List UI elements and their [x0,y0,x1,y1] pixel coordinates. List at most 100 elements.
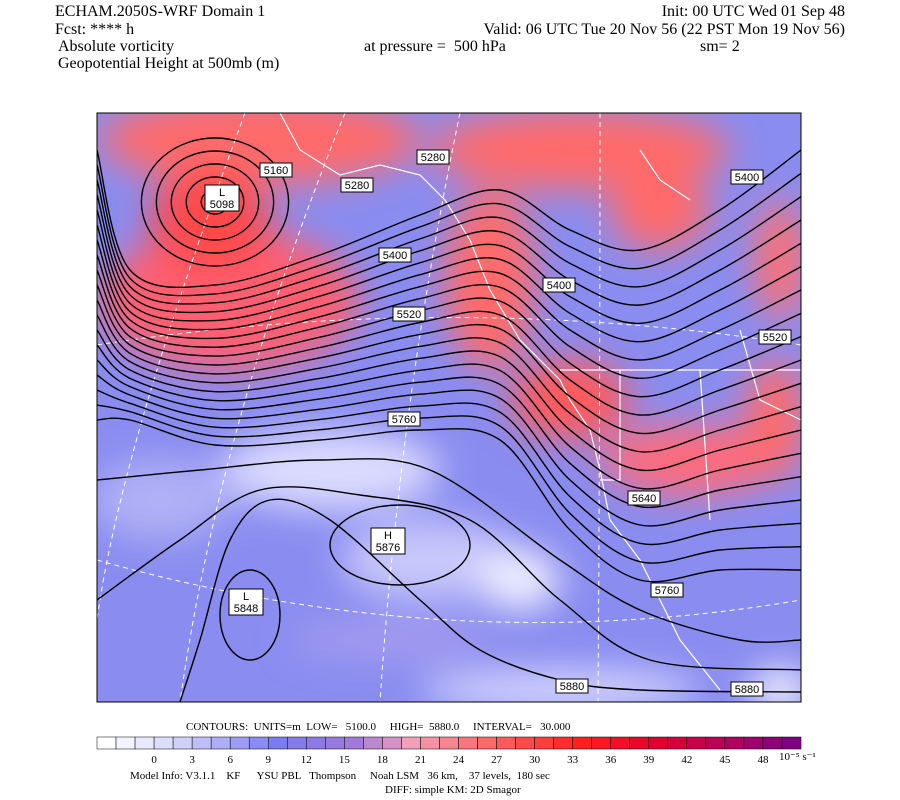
colorbar-box [572,736,592,750]
contour-label: 5280 [345,180,369,192]
colorbar-box [267,736,288,750]
colorbar-box [629,736,650,750]
label-box [730,169,764,185]
colorbar-box [762,736,783,750]
contour-info: CONTOURS: UNITS=m LOW= 5100.0 HIGH= 5880… [186,721,571,733]
label-box [542,277,576,293]
contour-label: 5760 [655,585,679,597]
colorbar-box [172,736,193,750]
colorbar-box [210,736,231,750]
contour-line [97,194,801,314]
colorbar-box [96,736,117,750]
contour-line [97,404,801,564]
label-box [340,177,374,193]
map [97,113,801,702]
center-symbol: L [219,187,225,199]
height-contours [97,137,801,702]
contour-label: 5520 [763,332,787,344]
diff-info: DIFF: simple KM: 2D Smagor [385,784,521,796]
colorbar-box [458,736,478,750]
label-box [392,306,426,322]
colorbar-box [705,736,726,750]
contour-line [97,284,801,416]
model-info: Model Info: V3.1.1 KF YSU PBL Thompson N… [130,770,550,782]
colorbar-box [229,736,250,750]
label-box [378,247,412,263]
contour-line [97,254,801,380]
colorbar-tick-label: 6 [227,754,233,766]
label-box [387,411,421,427]
contour-line [155,150,275,254]
contour-line [97,457,801,643]
contour-line [97,417,801,583]
smoothing: sm= 2 [700,38,740,55]
colorbar-tick-label: 42 [681,754,692,766]
colorbar-tick-label: 30 [529,754,541,766]
contour-line [97,344,801,490]
colorbar-tick-label: 3 [189,754,195,766]
label-box [627,490,661,506]
colorbar-box [344,736,364,750]
label-box [370,527,406,555]
colorbar-box [401,736,421,750]
colorbar-tick-label: 21 [415,754,426,766]
contour-label: 5400 [383,250,407,262]
colorbar-tick-label: 0 [151,754,157,766]
colorbar-box [667,736,688,750]
contour-line [97,269,801,398]
pressure-level: at pressure = 500 hPa [364,38,506,55]
contour-label: 5880 [560,681,584,693]
colorbar: 0 3 6 9 12 15 18 21 24 27 30 33 36 39 42 45 48 10⁻⁵ s⁻¹ [96,736,816,766]
colorbar-tick-label: 36 [605,754,617,766]
colorbar-box [287,736,307,750]
colorbar-box [306,736,326,750]
contour-line [97,374,801,527]
contour-label: 5400 [735,172,759,184]
contour-label: 5880 [735,684,759,696]
label-box [204,184,240,212]
contour-label: 5760 [392,414,416,426]
label-box [555,678,589,694]
contour-line [97,179,801,305]
contour-line [97,389,801,546]
colorbar-box [248,736,269,750]
forecast-hour: Fcst: **** h [55,21,134,38]
contour-line [97,359,801,509]
contour-line [329,504,471,586]
init-time: Init: 00 UTC Wed 01 Sep 48 [662,3,845,20]
colorbar-tick-label: 27 [491,754,503,766]
colorbar-box [591,736,611,750]
contour-line [97,164,801,297]
contour-line [185,176,245,228]
colorbar-box [686,736,707,750]
center-symbol: H [384,530,392,542]
colorbar-tick-label: 39 [643,754,655,766]
label-box [730,681,764,697]
contour-line [140,137,290,267]
colorbar-unit: 10⁻⁵ s⁻¹ [779,751,816,763]
label-box [259,162,293,178]
label-box [416,149,450,165]
contour-label: 5400 [547,280,571,292]
colorbar-box [115,736,136,750]
colorbar-tick-label: 33 [567,754,579,766]
contour-line [97,209,801,325]
contour-label: 5280 [421,152,445,164]
colorbar-box [153,736,174,750]
contour-line [97,224,801,343]
contour-label: 5520 [397,309,421,321]
colorbar-box [534,736,554,750]
model-title: ECHAM.2050S-WRF Domain 1 [55,3,265,20]
contour-line [97,329,801,472]
colorbar-box [420,736,440,750]
colorbar-tick-label: 9 [265,754,271,766]
colorbar-tick-label: 12 [301,754,312,766]
center-value: 5098 [210,199,234,211]
field-name: Absolute vorticity [58,38,174,55]
colorbar-box [134,736,155,750]
valid-time: Valid: 06 UTC Tue 20 Nov 56 (22 PST Mon … [483,21,845,38]
contour-line [97,314,801,453]
colorbar-box [515,736,535,750]
colorbar-box [743,736,764,750]
